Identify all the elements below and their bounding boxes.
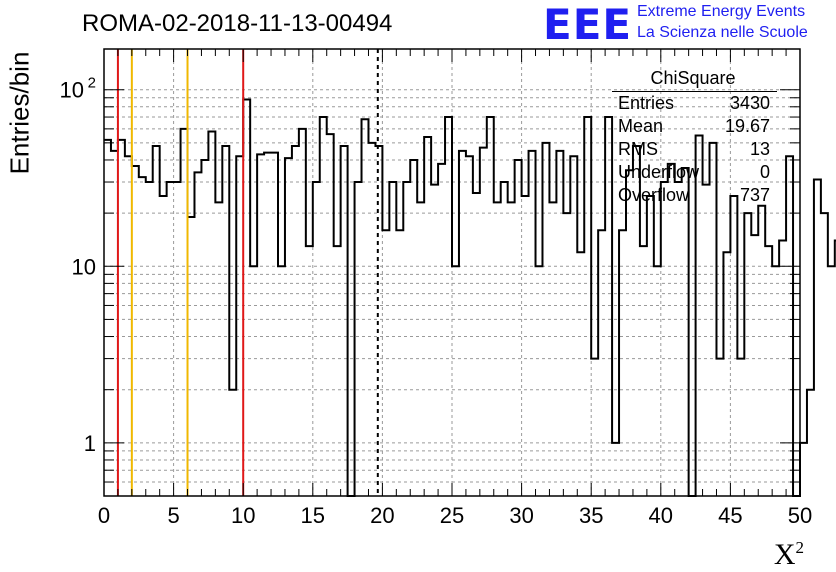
- stats-key: Mean: [618, 116, 664, 136]
- stats-row-mean: Mean 19.67: [618, 116, 770, 138]
- reference-lines: [116, 49, 379, 496]
- stats-row-overflow: Overflow 737: [618, 185, 770, 207]
- stats-title-rule: [612, 91, 777, 92]
- x-tick-label: 10: [231, 503, 255, 528]
- y-tick-label: 10: [72, 254, 96, 279]
- stats-row-rms: RMS 13: [618, 139, 770, 161]
- stats-value: 19.67: [724, 116, 770, 136]
- logo-caption-1: Extreme Energy Events: [637, 3, 806, 20]
- stats-value: 737: [739, 185, 770, 205]
- stats-value: 3430: [729, 93, 770, 113]
- x-tick-label: 35: [579, 503, 603, 528]
- x-tick-label: 45: [718, 503, 742, 528]
- logo-caption-2: La Scienza nelle Scuole: [637, 24, 808, 41]
- x-axis-label-main: X: [773, 538, 796, 571]
- y-tick-label-exponent: 2: [88, 75, 96, 92]
- y-tick-label: 10: [60, 78, 84, 103]
- x-tick-label: 50: [788, 503, 812, 528]
- stats-key: Overflow: [618, 185, 690, 205]
- stats-key: RMS: [618, 139, 658, 159]
- x-axis-label-sup: 2: [795, 538, 805, 557]
- stats-title: ChiSquare: [650, 68, 736, 88]
- stats-row-underflow: Underflow 0: [618, 162, 770, 184]
- eee-logo: EEE: [543, 0, 633, 49]
- stats-key: Entries: [618, 93, 675, 113]
- stats-key: Underflow: [618, 162, 700, 182]
- stats-value: 0: [759, 162, 770, 182]
- x-tick-label: 5: [167, 503, 179, 528]
- page-title: ROMA-02-2018-11-13-00494: [82, 10, 393, 37]
- x-tick-label: 0: [98, 503, 110, 528]
- x-tick-label: 30: [509, 503, 533, 528]
- histogram: [104, 98, 836, 497]
- x-tick-label: 40: [649, 503, 673, 528]
- x-tick-label: 15: [301, 503, 325, 528]
- stats-row-entries: Entries 3430: [618, 93, 770, 115]
- stats-value: 13: [749, 139, 770, 159]
- x-tick-label: 25: [440, 503, 464, 528]
- x-tick-label: 20: [370, 503, 394, 528]
- x-axis-label: X2: [774, 538, 804, 572]
- histogram-outline: [104, 98, 836, 497]
- y-tick-label: 1: [84, 431, 96, 456]
